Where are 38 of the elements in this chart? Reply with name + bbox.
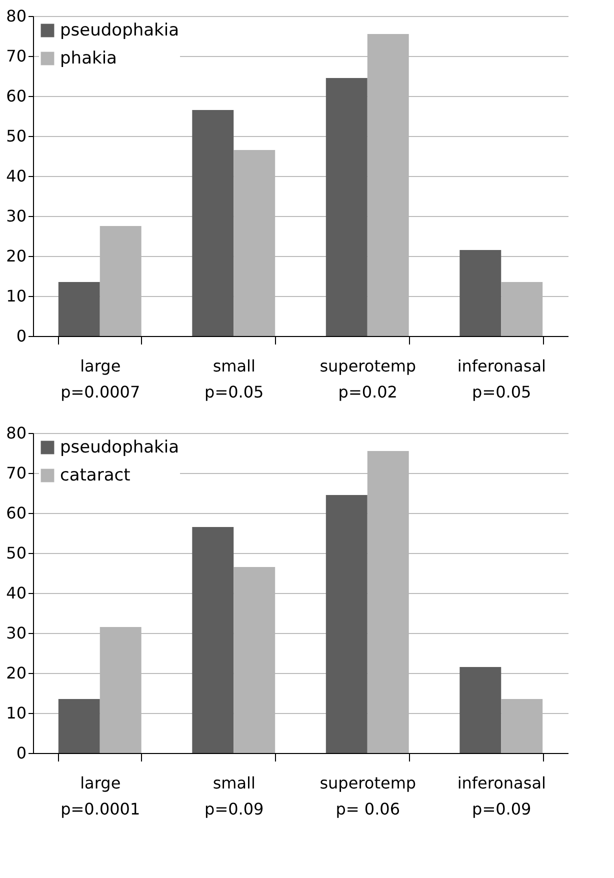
y-tick-label: 30	[6, 206, 26, 226]
y-tick-label: 80	[6, 6, 26, 26]
x-tick-label: large p=0.0007	[60, 356, 140, 402]
y-tick-label: 30	[6, 624, 26, 642]
y-tick-label: 20	[6, 664, 26, 682]
y-tick-label: 70	[6, 46, 26, 66]
y-tick-label: 50	[6, 544, 26, 562]
y-tick-label: 10	[6, 286, 26, 306]
bar	[326, 495, 368, 753]
x-tick-label: superotemp p=0.02	[320, 356, 416, 402]
y-tick-label: 60	[6, 86, 26, 106]
y-tick-label: 50	[6, 126, 26, 146]
y-tick-label: 10	[6, 704, 26, 722]
bar	[192, 110, 234, 336]
y-tick-label: 20	[6, 246, 26, 266]
x-tick-label: superotemp p= 0.06	[320, 774, 416, 818]
y-tick-label: 70	[6, 464, 26, 482]
y-tick-label: 0	[16, 326, 26, 346]
y-tick-label: 40	[6, 584, 26, 602]
y-tick-label: 0	[16, 744, 26, 762]
legend-label: pseudophakia	[60, 438, 180, 458]
legend-label: phakia	[60, 48, 117, 68]
y-tick-label: 80	[6, 424, 26, 442]
x-tick-label: inferonasal p=0.09	[457, 774, 546, 818]
legend-label: pseudophakia	[60, 20, 180, 40]
y-tick-label: 40	[6, 166, 26, 186]
bar	[58, 282, 100, 336]
bar	[326, 78, 368, 336]
legend-label: cataract	[60, 466, 131, 486]
bar	[460, 667, 502, 753]
y-tick-label: 60	[6, 504, 26, 522]
bar	[460, 250, 502, 336]
x-tick-label: inferonasal p=0.05	[457, 356, 546, 402]
x-tick-label: small p=0.05	[204, 356, 264, 402]
bar	[192, 527, 234, 753]
bar	[58, 699, 100, 753]
x-tick-label: small p=0.09	[204, 774, 264, 818]
x-tick-label: large p=0.0001	[60, 774, 140, 818]
